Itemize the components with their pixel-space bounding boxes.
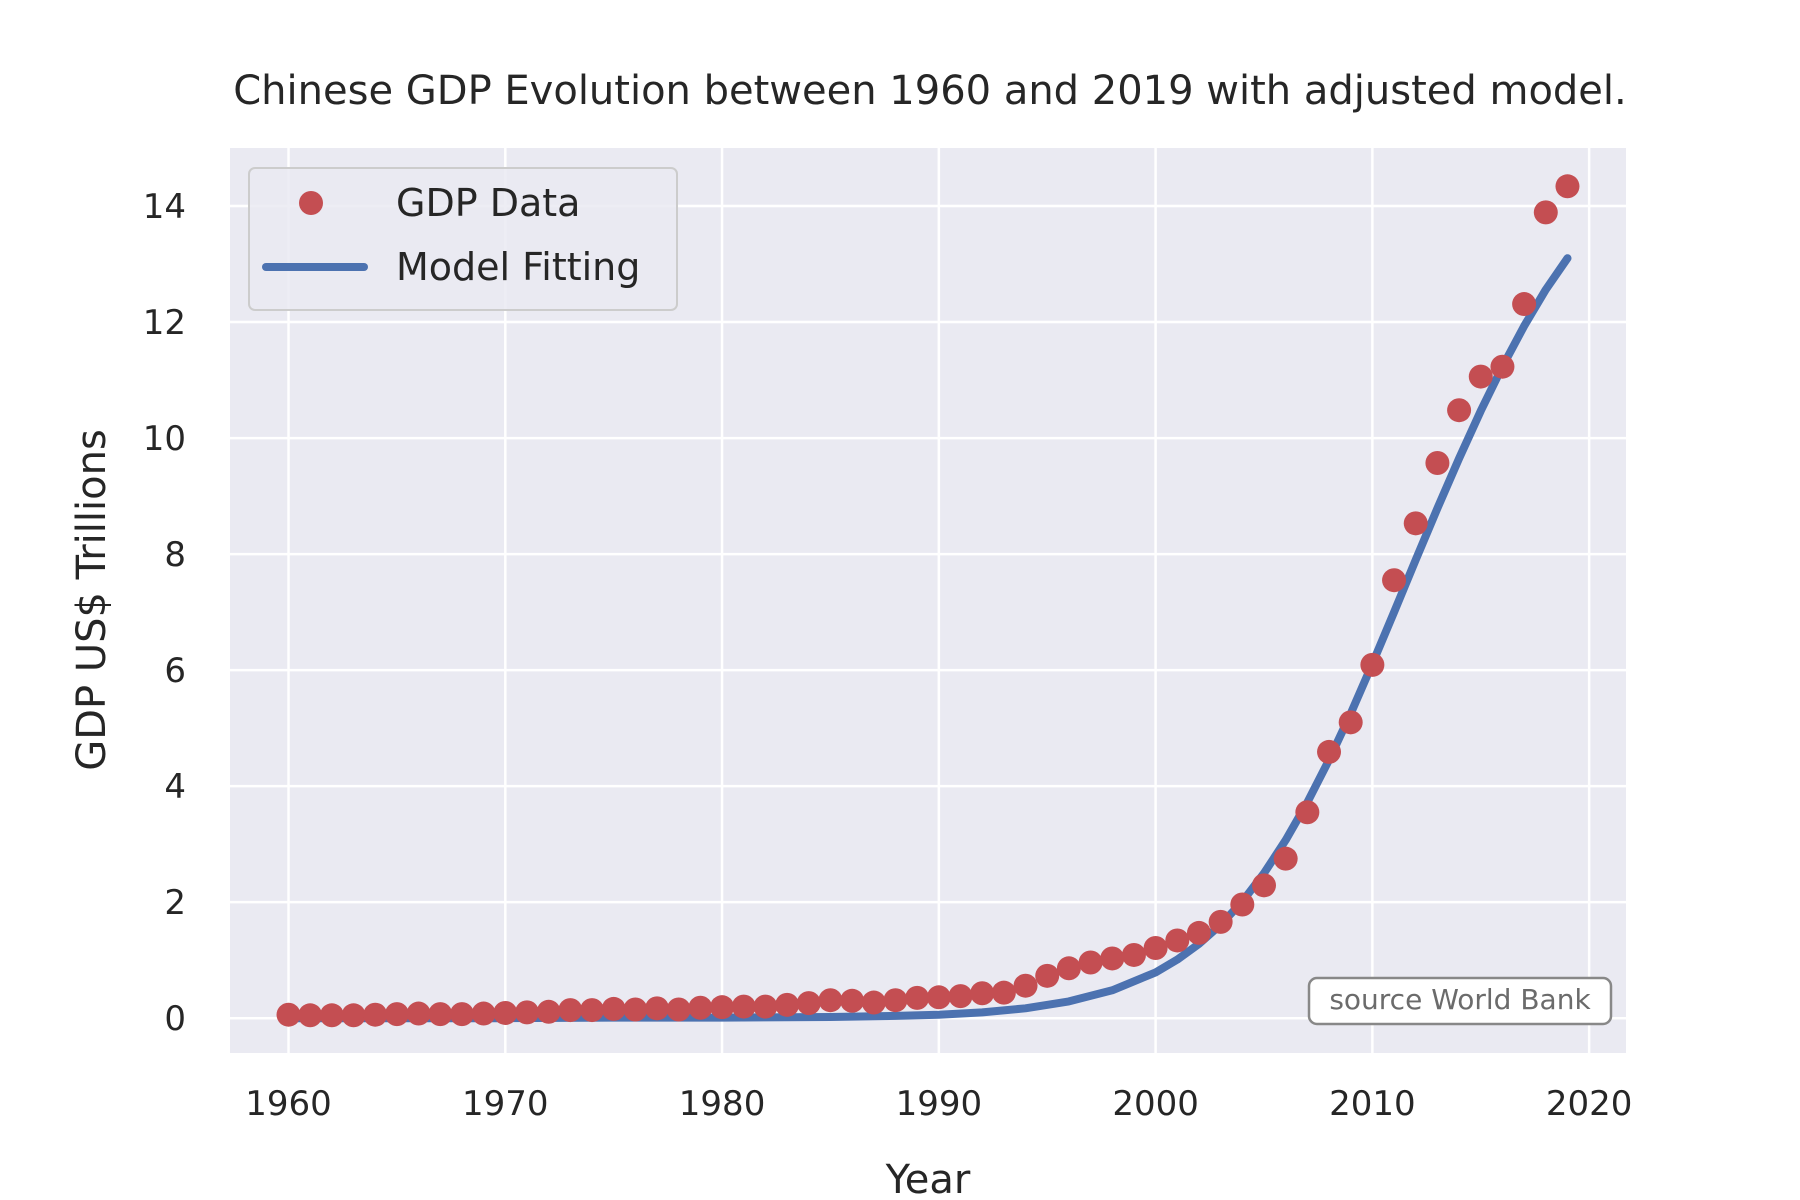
gdp-data-point <box>1035 963 1060 988</box>
x-tick-label: 2020 <box>1546 1084 1633 1124</box>
y-axis-label: GDP US$ Trillions <box>69 429 115 771</box>
data-points <box>276 174 1580 1028</box>
gdp-data-point <box>449 1002 474 1027</box>
chart-title: Chinese GDP Evolution between 1960 and 2… <box>233 68 1627 114</box>
gdp-data-point <box>493 1000 518 1025</box>
gdp-data-point <box>1013 973 1038 998</box>
source-annotation-box <box>1307 976 1613 1026</box>
gdp-data-point <box>1447 398 1472 423</box>
gdp-data-point <box>731 994 756 1019</box>
y-tick-label: 0 <box>164 999 186 1039</box>
y-tick-label: 4 <box>164 767 186 807</box>
gdp-data-point <box>1143 935 1168 960</box>
gdp-data-point <box>861 990 886 1015</box>
gdp-data-point <box>428 1002 453 1027</box>
gdp-data-point <box>601 996 626 1021</box>
gdp-data-point <box>1078 950 1103 975</box>
y-tick-label: 8 <box>164 535 186 575</box>
gdp-data-point <box>1382 568 1407 593</box>
gdp-data-point <box>666 997 691 1022</box>
gdp-data-point <box>514 1000 539 1025</box>
gdp-data-point <box>1317 739 1342 764</box>
gdp-data-point <box>753 994 778 1019</box>
gdp-data-point <box>926 985 951 1010</box>
gdp-data-point <box>1512 292 1537 317</box>
model-line-group <box>284 254 1572 1023</box>
gdp-data-point <box>710 995 735 1020</box>
y-tick-labels: 0 2 4 6 8 10 12 14 <box>143 187 186 1039</box>
gdp-data-point <box>840 988 865 1013</box>
gdp-data-point <box>1468 364 1493 389</box>
gdp-data-point <box>688 995 713 1020</box>
gdp-data-point <box>536 999 561 1024</box>
y-tick-label: 2 <box>164 883 186 923</box>
gdp-data-point <box>1186 920 1211 945</box>
y-tick-label: 12 <box>143 303 186 343</box>
gdp-data-point <box>623 997 648 1022</box>
gdp-data-point <box>406 1001 431 1026</box>
gdp-data-point <box>645 996 670 1021</box>
gdp-data-point <box>580 998 605 1023</box>
gdp-data-point <box>1230 892 1255 917</box>
gdp-data-point <box>1425 451 1450 476</box>
gdp-data-point <box>1165 928 1190 953</box>
x-tick-label: 1990 <box>896 1084 983 1124</box>
model-fitting-line <box>284 254 1572 1023</box>
gdp-data-point <box>1208 909 1233 934</box>
gdp-data-point <box>970 981 995 1006</box>
legend-label-model-fitting: Model Fitting <box>396 245 640 289</box>
x-axis-label: Year <box>885 1157 971 1200</box>
gdp-data-point <box>991 980 1016 1005</box>
legend-box <box>248 167 678 311</box>
gdp-data-point <box>1403 511 1428 536</box>
gdp-data-point <box>319 1003 344 1028</box>
gdp-data-point <box>1273 846 1298 871</box>
gdp-data-point <box>818 988 843 1013</box>
gdp-data-point <box>1100 946 1125 971</box>
gdp-data-point <box>775 992 800 1017</box>
gdp-data-point <box>1251 873 1276 898</box>
gdp-data-point <box>341 1003 366 1028</box>
gdp-data-point <box>905 985 930 1010</box>
gdp-data-point <box>363 1002 388 1027</box>
gdp-data-point <box>276 1002 301 1027</box>
gdp-data-point <box>883 988 908 1013</box>
source-annotation: source World Bank <box>1307 976 1613 1026</box>
y-tick-label: 10 <box>143 419 186 459</box>
gdp-data-point <box>384 1002 409 1027</box>
gdp-data-point <box>1295 800 1320 825</box>
y-tick-label: 6 <box>164 651 186 691</box>
gdp-data-point <box>948 984 973 1009</box>
x-tick-labels: 1960 1970 1980 1990 2000 2010 2020 <box>245 1084 1632 1124</box>
gdp-data-point <box>1360 652 1385 677</box>
gdp-data-point <box>471 1001 496 1026</box>
gdp-data-point <box>1533 200 1558 225</box>
gdp-data-point <box>1056 956 1081 981</box>
gdp-data-point <box>1121 942 1146 967</box>
gdp-data-point <box>298 1003 323 1028</box>
source-annotation-text: source World Bank <box>1329 983 1591 1016</box>
x-tick-label: 2010 <box>1329 1084 1416 1124</box>
gdp-data-point <box>1490 354 1515 379</box>
x-tick-label: 1960 <box>245 1084 332 1124</box>
legend-marker-gdp-data <box>299 191 323 215</box>
x-tick-label: 2000 <box>1112 1084 1199 1124</box>
legend: GDP Data Model Fitting <box>248 167 678 311</box>
gdp-data-point <box>1338 710 1363 735</box>
x-tick-label: 1980 <box>679 1084 766 1124</box>
gdp-data-point <box>796 991 821 1016</box>
legend-label-gdp-data: GDP Data <box>396 181 580 225</box>
x-tick-label: 1970 <box>462 1084 549 1124</box>
gdp-data-point <box>1555 174 1580 199</box>
y-tick-label: 14 <box>143 187 186 227</box>
gdp-data-point <box>558 998 583 1023</box>
